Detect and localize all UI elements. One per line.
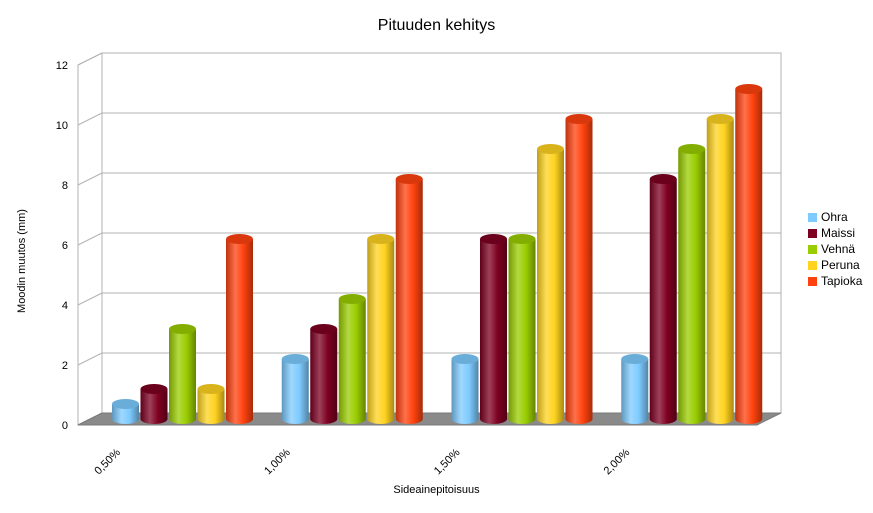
x-axis-title: Sideainepitoisuus: [393, 484, 480, 496]
bar-peruna-1: [367, 234, 395, 424]
legend-item-peruna: Peruna: [808, 257, 862, 273]
bar-cap: [310, 324, 338, 334]
bar-vehnä-0: [169, 324, 196, 424]
bar-body: [226, 239, 253, 424]
legend-swatch: [808, 228, 817, 238]
bar-cap: [621, 354, 649, 364]
legend: Ohra Maissi Vehnä Peruna Tapioka: [808, 209, 862, 289]
bar-body: [395, 179, 423, 424]
bar-body: [169, 329, 196, 424]
y-axis-title: Moodin muutos (mm): [16, 209, 28, 313]
bar-ohra-3: [621, 354, 649, 424]
bar-maissi-2: [480, 234, 507, 424]
bar-body: [197, 389, 225, 424]
bar-cap: [367, 234, 395, 244]
bar-cap: [480, 234, 507, 244]
bar-cap: [140, 384, 168, 394]
bar-body: [140, 389, 168, 424]
x-tick-label: 0,50%: [92, 446, 123, 477]
bar-tapioka-1: [395, 174, 423, 424]
legend-swatch: [808, 244, 817, 254]
legend-label: Vehnä: [821, 242, 856, 256]
legend-label: Tapioka: [821, 274, 863, 288]
y-tick-label: 4: [62, 300, 68, 312]
bar-cap: [169, 324, 196, 334]
bar-cap: [281, 354, 309, 364]
bar-body: [338, 299, 366, 424]
gridline-side: [77, 112, 103, 126]
bar-body: [537, 149, 564, 424]
bar-body: [565, 119, 593, 424]
bar-body: [480, 239, 507, 424]
bar-maissi-1: [310, 324, 338, 424]
bar-peruna-2: [537, 144, 564, 424]
legend-item-vehnä: Vehnä: [808, 241, 862, 257]
gridline-side: [77, 292, 103, 306]
bar-tapioka-2: [565, 114, 593, 424]
gridline-side: [77, 172, 103, 186]
bar-cap: [678, 144, 706, 154]
bar-peruna-3: [706, 114, 734, 424]
bar-body: [310, 329, 338, 424]
gridline-side: [77, 352, 103, 366]
bar-cap: [649, 174, 677, 184]
bar-cap: [537, 144, 564, 154]
legend-label: Maissi: [821, 226, 856, 240]
chart-title: Pituuden kehitys: [377, 17, 496, 34]
y-tick-label: 0: [62, 420, 68, 432]
bar-vehnä-2: [508, 234, 536, 424]
legend-item-maissi: Maissi: [808, 225, 862, 241]
bar-cap: [735, 84, 763, 94]
bar-tapioka-0: [226, 234, 253, 424]
gridline-side: [77, 232, 103, 246]
y-tick-label: 10: [56, 120, 68, 132]
floor: [77, 412, 782, 426]
x-tick-label: 1,50%: [432, 446, 463, 477]
bar-cap: [112, 399, 139, 409]
legend-label: Peruna: [821, 258, 860, 272]
bar-vehnä-3: [678, 144, 706, 424]
bar-vehnä-1: [338, 294, 366, 424]
bar-cap: [706, 114, 734, 124]
bar-tapioka-3: [735, 84, 763, 424]
bar-cap: [197, 384, 225, 394]
legend-swatch: [808, 212, 817, 222]
x-tick-label: 1,00%: [262, 446, 293, 477]
bar-ohra-0: [112, 399, 139, 424]
bar-body: [367, 239, 395, 424]
bar-body: [451, 359, 479, 424]
bar-maissi-0: [140, 384, 168, 424]
legend-swatch: [808, 260, 817, 270]
y-tick-label: 2: [62, 360, 68, 372]
bar-ohra-2: [451, 354, 479, 424]
y-tick-label: 6: [62, 240, 68, 252]
legend-item-ohra: Ohra: [808, 209, 862, 225]
bar-body: [508, 239, 536, 424]
bar-body: [649, 179, 677, 424]
bar-cap: [451, 354, 479, 364]
bar-cap: [508, 234, 536, 244]
bar-cap: [338, 294, 366, 304]
bar-body: [678, 149, 706, 424]
gridline-side: [77, 52, 103, 66]
bar-body: [281, 359, 309, 424]
bar-body: [112, 404, 139, 424]
bar-ohra-1: [281, 354, 309, 424]
y-tick-label: 12: [56, 60, 68, 72]
y-tick-label: 8: [62, 180, 68, 192]
bar-peruna-0: [197, 384, 225, 424]
bar-cap: [226, 234, 253, 244]
legend-label: Ohra: [821, 210, 848, 224]
bar-body: [735, 89, 763, 424]
bar-cap: [565, 114, 593, 124]
bar-body: [706, 119, 734, 424]
bar-maissi-3: [649, 174, 677, 424]
legend-item-tapioka: Tapioka: [808, 273, 862, 289]
bar-body: [621, 359, 649, 424]
legend-swatch: [808, 276, 817, 286]
bar-cap: [395, 174, 423, 184]
x-tick-label: 2,00%: [602, 446, 633, 477]
